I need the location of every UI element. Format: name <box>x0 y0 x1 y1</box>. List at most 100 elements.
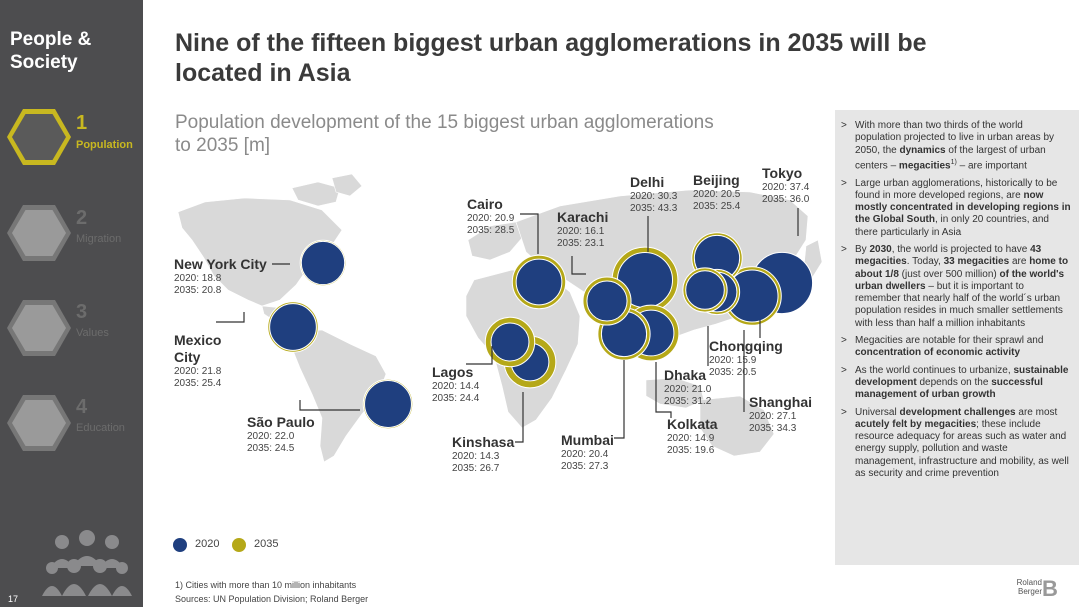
label-kolkata: Kolkata 2020: 14.9 2035: 19.6 <box>667 416 718 457</box>
brand-logo-icon: B <box>1042 576 1058 601</box>
value-2020: 2020: 21.0 <box>664 384 712 395</box>
section-title-line2: Society <box>10 52 78 73</box>
sources-note: Sources: UN Population Division; Roland … <box>175 594 369 604</box>
value-2020: 2020: 37.4 <box>762 182 810 193</box>
leader-line-kolkata <box>655 362 672 418</box>
value-2020: 2020: 22.0 <box>247 431 295 442</box>
legend-2035-label: 2035 <box>254 538 279 550</box>
city-name: Lagos <box>432 364 474 380</box>
value-2035: 2035: 24.5 <box>247 443 295 454</box>
bubble-map-chart <box>177 173 823 463</box>
headline-line1: Nine of the fifteen biggest urban agglom… <box>175 29 927 57</box>
value-2020: 2020: 16.1 <box>557 226 605 237</box>
value-2035: 2035: 28.5 <box>467 225 515 236</box>
value-2020: 2020: 21.8 <box>174 366 222 377</box>
leader-line-mexico-city <box>216 312 245 323</box>
value-2020: 2020: 14.3 <box>452 451 500 462</box>
nav-number-1: 1 <box>76 112 88 134</box>
nav-number-3: 3 <box>76 301 88 323</box>
value-2020: 2020: 20.4 <box>561 449 609 460</box>
value-2020: 2020: 27.1 <box>749 411 797 422</box>
value-2035: 2035: 31.2 <box>664 396 712 407</box>
city-name: Tokyo <box>762 165 803 181</box>
leader-line-cairo <box>520 213 539 254</box>
label-kinshasa: Kinshasa 2020: 14.3 2035: 26.7 <box>452 434 514 475</box>
city-name: Cairo <box>467 196 503 212</box>
label-delhi: Delhi 2020: 30.3 2035: 43.3 <box>630 174 677 215</box>
legend-2020-label: 2020 <box>195 538 220 550</box>
value-2035: 2035: 25.4 <box>174 378 222 389</box>
city-name: Delhi <box>630 174 665 190</box>
city-name: Dhaka <box>664 367 707 383</box>
value-2035: 2035: 34.3 <box>749 423 797 434</box>
value-2035: 2035: 43.3 <box>630 203 678 214</box>
label-lagos: Lagos 2020: 14.4 2035: 24.4 <box>432 364 479 405</box>
city-name: Karachi <box>557 209 609 225</box>
bullet-3: > By 2030, the world is projected to hav… <box>841 244 1069 329</box>
page-number: 17 <box>8 594 19 604</box>
legend-2020-swatch <box>173 538 187 552</box>
value-2020: 2020: 15.9 <box>709 355 757 366</box>
bubble-2020-lagos <box>490 322 530 362</box>
value-2035: 2035: 25.4 <box>693 201 741 212</box>
nav-item-values[interactable]: Values <box>76 327 109 339</box>
value-2035: 2035: 23.1 <box>557 238 605 249</box>
value-2020: 2020: 20.5 <box>693 189 741 200</box>
nav-number-4: 4 <box>76 396 88 418</box>
label-karachi: Karachi 2020: 16.1 2035: 23.1 <box>557 209 608 250</box>
leader-line-lagos <box>466 346 493 365</box>
leader-line-karachi <box>571 256 586 275</box>
leader-line-sao-paulo <box>299 400 360 411</box>
bubble-2020-karachi <box>586 280 628 322</box>
bubble-2020-cairo <box>515 258 563 306</box>
label-new-york: New York City 2020: 18.8 2035: 20.8 <box>174 256 267 297</box>
label-tokyo: Tokyo 2020: 37.4 2035: 36.0 <box>762 165 809 206</box>
nav-item-population[interactable]: Population <box>76 139 133 151</box>
city-name: Chongqing <box>709 338 783 354</box>
chart-title-line2: to 2035 [m] <box>175 135 271 156</box>
brand-logo-text: Roland Berger <box>1016 578 1042 596</box>
value-2035: 2035: 36.0 <box>762 194 810 205</box>
bubble-2020-new-york-city <box>300 240 346 286</box>
label-cairo: Cairo 2020: 20.9 2035: 28.5 <box>467 196 514 237</box>
label-sao-paulo: São Paulo 2020: 22.0 2035: 24.5 <box>247 414 315 455</box>
value-2035: 2035: 27.3 <box>561 461 609 472</box>
value-2020: 2020: 20.9 <box>467 213 515 224</box>
bubble-2020-kolkata <box>685 270 725 310</box>
chart-title: Population development of the 15 biggest… <box>175 111 735 157</box>
label-chongqing: Chongqing 2020: 15.9 2035: 20.5 <box>709 338 783 379</box>
leader-line-mumbai <box>614 360 625 439</box>
legend-2035-swatch <box>232 538 246 552</box>
bullet-5: > As the world continues to urbanize, su… <box>841 364 1069 401</box>
bullet-2: > Large urban agglomerations, historical… <box>841 177 1071 238</box>
value-2035: 2035: 20.8 <box>174 285 222 296</box>
value-2020: 2020: 14.9 <box>667 433 715 444</box>
label-shanghai: Shanghai 2020: 27.1 2035: 34.3 <box>749 394 812 435</box>
label-dhaka: Dhaka 2020: 21.0 2035: 31.2 <box>664 367 711 408</box>
bubble-2020-mexico-city <box>269 303 317 351</box>
people-group-icon <box>42 530 132 596</box>
value-2035: 2035: 26.7 <box>452 463 500 474</box>
values-thumbnail[interactable] <box>7 300 71 356</box>
city-name: New York City <box>174 256 267 272</box>
city-name: Kolkata <box>667 416 718 432</box>
city-name: Mumbai <box>561 432 614 448</box>
city-name: São Paulo <box>247 414 315 430</box>
bullet-6: > Universal development challenges are m… <box>841 406 1069 480</box>
bullet-1: > With more than two thirds of the world… <box>841 120 1055 172</box>
label-mexico-city: Mexico City 2020: 21.8 2035: 25.4 <box>174 332 234 390</box>
chart-title-line1: Population development of the 15 biggest… <box>175 112 714 133</box>
bullet-4: > Megacities are notable for their spraw… <box>841 335 1044 359</box>
education-thumbnail[interactable] <box>7 395 71 451</box>
bubble-2020-s-o-paulo <box>364 380 412 428</box>
value-2035: 2035: 20.5 <box>709 367 757 378</box>
nav-item-migration[interactable]: Migration <box>76 233 122 245</box>
city-name: Kinshasa <box>452 434 515 450</box>
city-name: Beijing <box>693 172 740 188</box>
footnote: 1) Cities with more than 10 million inha… <box>175 580 357 590</box>
label-beijing: Beijing 2020: 20.5 2035: 25.4 <box>693 172 740 213</box>
value-2020: 2020: 30.3 <box>630 191 678 202</box>
city-name: Mexico City <box>174 332 222 365</box>
sidebar: People & Society 1 Population 2 Migratio… <box>0 0 143 607</box>
nav-item-education[interactable]: Education <box>76 422 125 434</box>
